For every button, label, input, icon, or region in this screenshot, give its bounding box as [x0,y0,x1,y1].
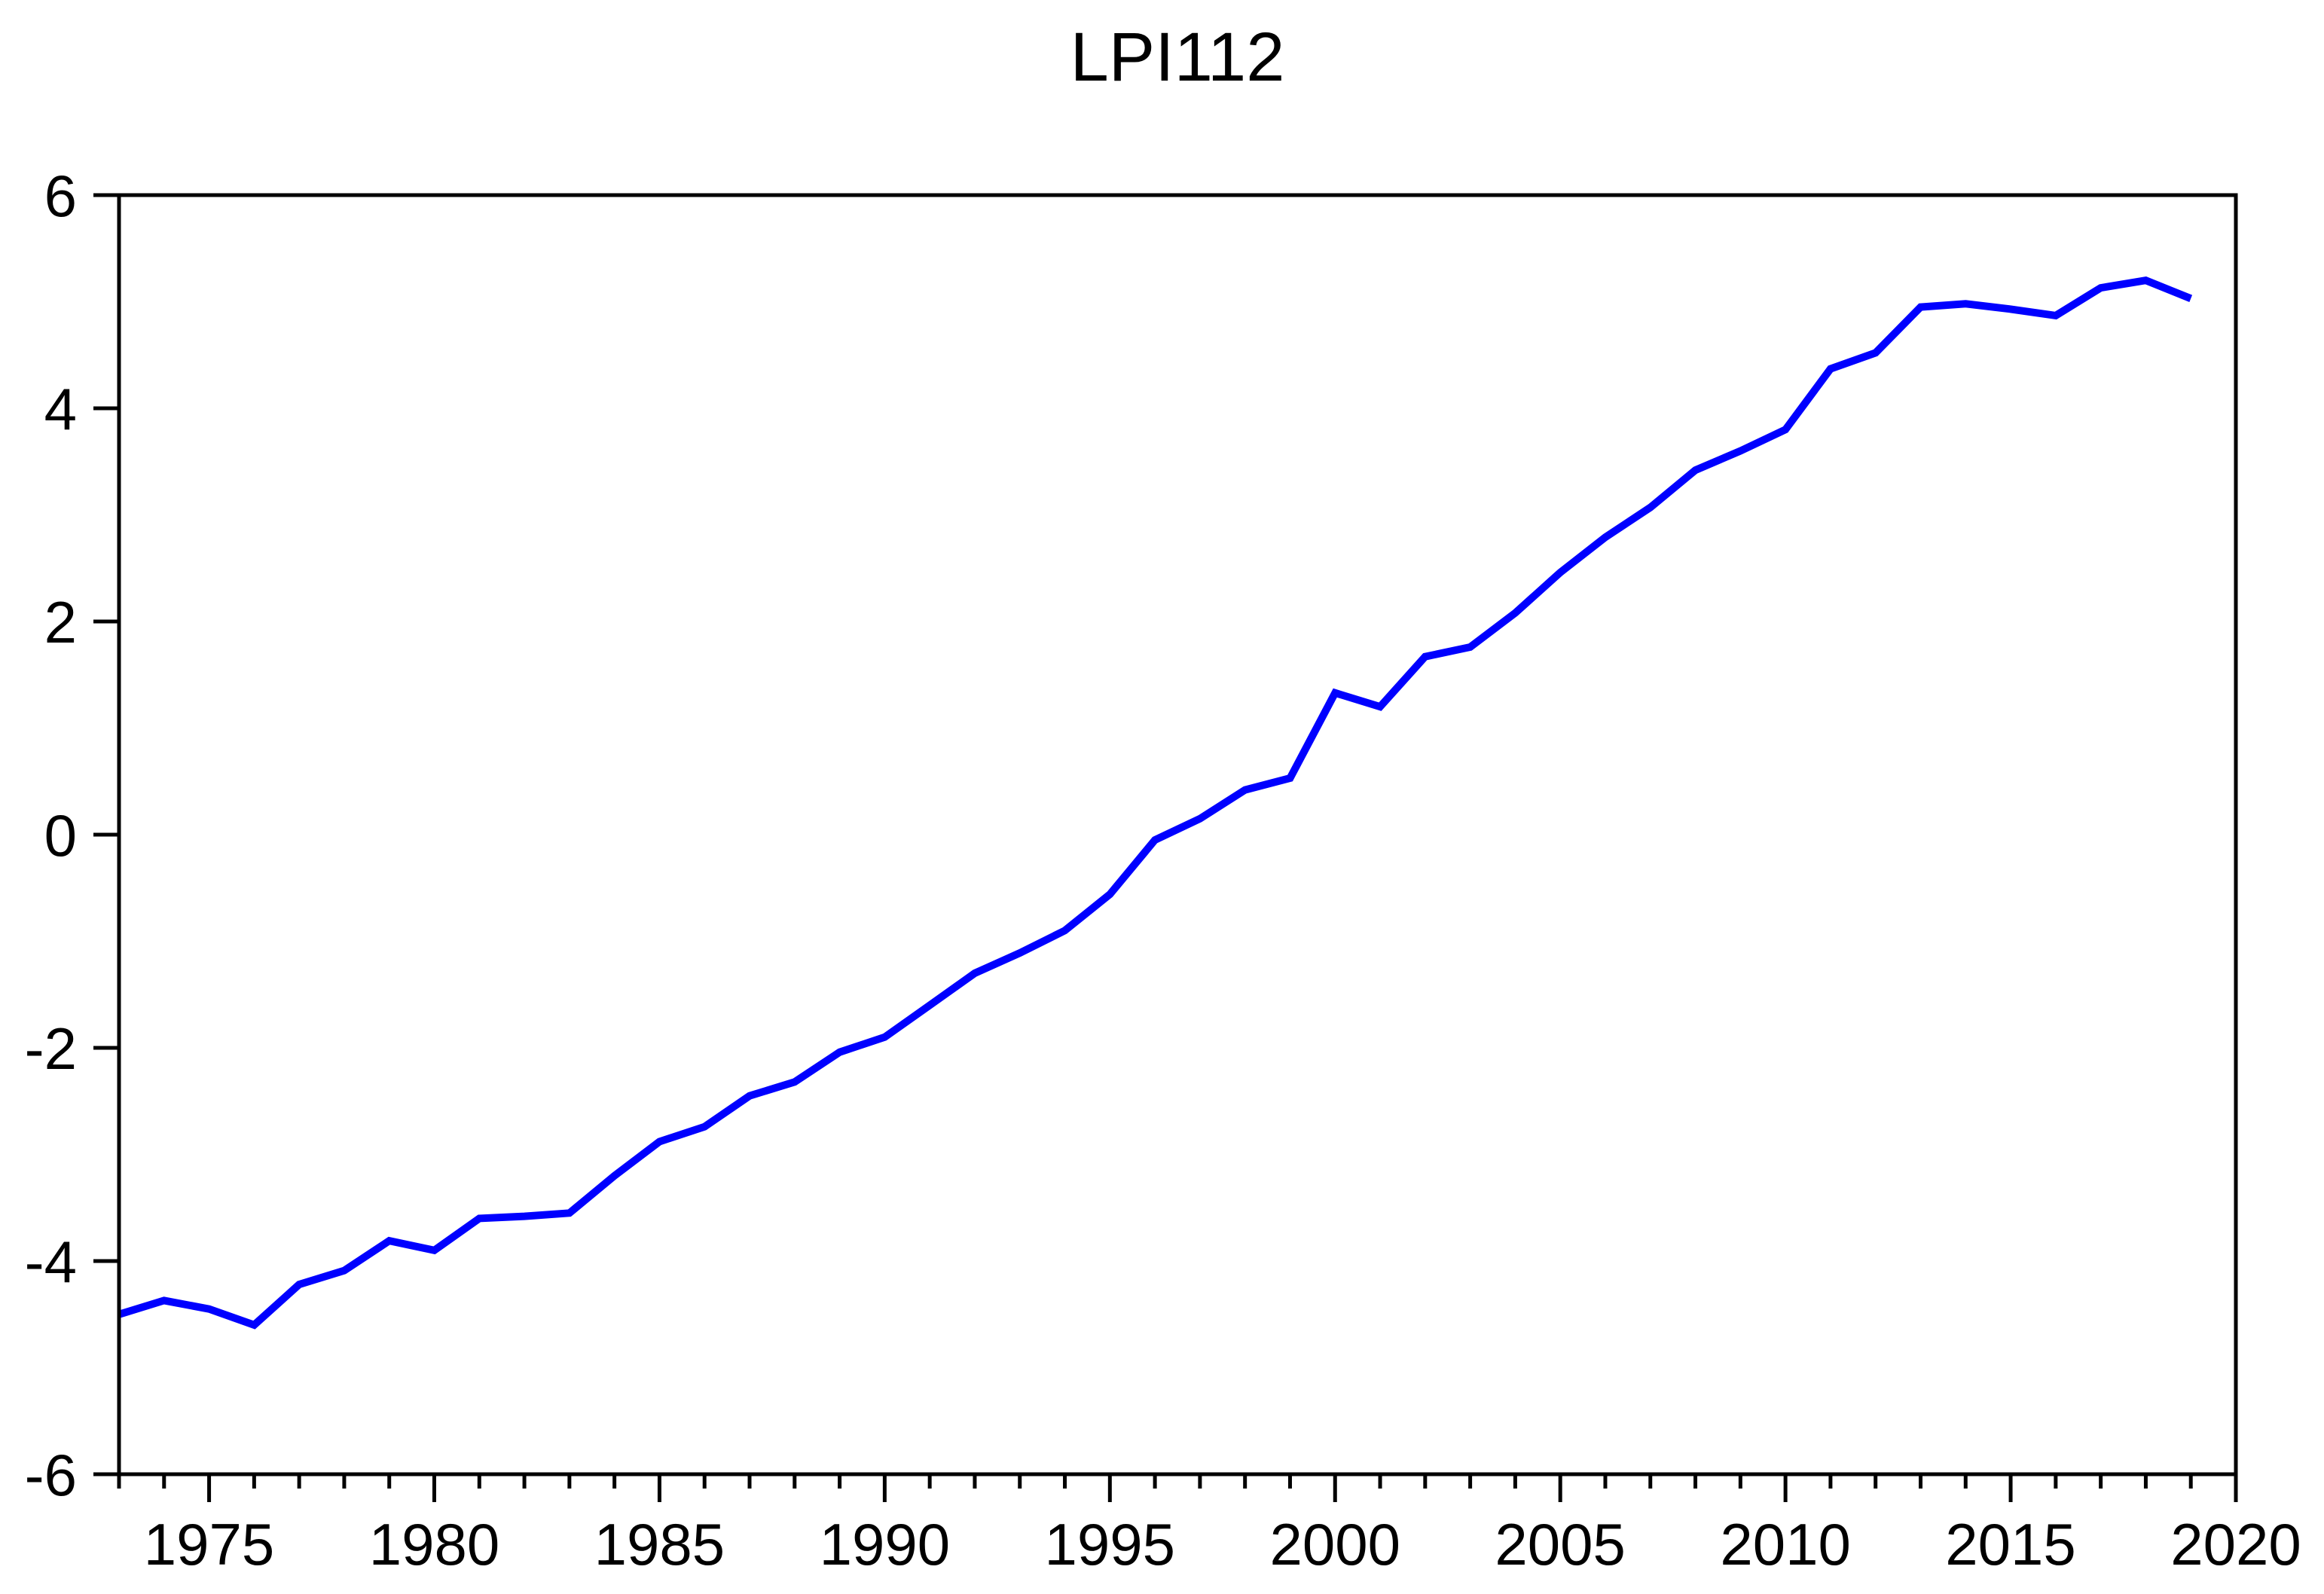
plot-border [117,193,2238,1476]
x-axis-tick-label: 1975 [144,1511,275,1577]
x-axis-tick-label: 1995 [1045,1511,1176,1577]
y-axis-tick-label: 4 [44,376,77,442]
x-axis-tick-label: 1990 [820,1511,951,1577]
x-axis-tick-label: 2010 [1720,1511,1851,1577]
series-line-lpi112 [118,276,2193,1330]
y-axis-tick-label: 6 [44,163,77,229]
x-axis-labels: 1975 1980 1985 1990 1995 2000 2005 2010 2015 2020 [144,1511,2301,1577]
series-group [118,276,2193,1330]
x-axis-tick-label: 2005 [1495,1511,1626,1577]
x-axis-tick-label: 1980 [369,1511,500,1577]
y-axis-tick-label: -6 [25,1442,77,1508]
y-axis-tick-label: 2 [44,589,77,655]
y-axis-ticks [93,193,118,1476]
y-axis-tick-label: -4 [25,1229,77,1295]
x-axis-tick-label: 1985 [594,1511,725,1577]
y-axis-tick-label: -2 [25,1015,77,1082]
x-axis-tick-label: 2020 [2170,1511,2301,1577]
x-axis-tick-label: 2000 [1269,1511,1400,1577]
y-axis-tick-label: 0 [44,802,77,869]
y-axis-labels: 6 4 2 0 -2 -4 -6 [25,163,77,1508]
x-axis-ticks [117,1476,2238,1502]
x-axis-tick-label: 2015 [1945,1511,2076,1577]
chart-title: LPI112 [1070,19,1285,96]
